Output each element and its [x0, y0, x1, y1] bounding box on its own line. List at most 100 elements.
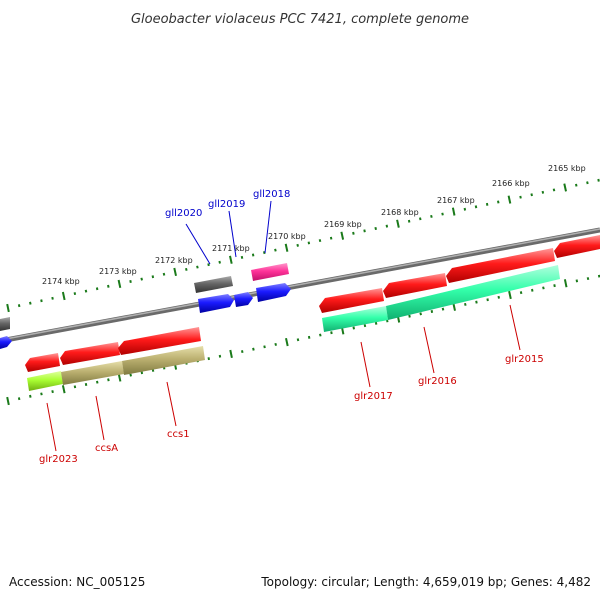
scale-ticks-upper: [6, 178, 600, 313]
scale-tick-minor: [40, 392, 43, 396]
scale-tick-major: [6, 303, 10, 313]
scale-tick-minor: [474, 205, 478, 209]
scale-tick-minor: [185, 267, 188, 271]
scale-label: 2173 kbp: [99, 267, 137, 276]
scale-tick-minor: [263, 345, 266, 349]
scale-tick-minor: [307, 241, 311, 245]
gene-feature-pink[interactable]: [251, 263, 289, 281]
scale-tick-minor: [485, 202, 489, 206]
scale-tick-minor: [553, 284, 556, 288]
gene-label-glr2023[interactable]: glr2023: [39, 454, 78, 465]
gene-feature-lime[interactable]: [27, 371, 63, 391]
gene-feature-khaki[interactable]: [122, 346, 205, 375]
scale-tick-minor: [464, 302, 467, 306]
scale-tick-minor: [196, 265, 199, 269]
gene-feature-khaki[interactable]: [61, 361, 124, 385]
scale-tick-minor: [17, 304, 21, 308]
scale-tick-minor: [318, 239, 322, 243]
scale-tick-minor: [352, 231, 355, 235]
scale-tick-minor: [575, 279, 579, 283]
gene-feature-red[interactable]: [25, 353, 60, 372]
gene-feature-gray[interactable]: [0, 317, 10, 331]
scale-tick-major: [61, 385, 66, 394]
gene-label-gll2018[interactable]: gll2018: [253, 189, 290, 200]
scale-tick-minor: [542, 286, 545, 290]
gene-feature-green[interactable]: [322, 306, 388, 332]
scale-tick-major: [61, 291, 66, 301]
label-leader-line: [166, 381, 177, 427]
gene-feature-red[interactable]: [554, 235, 600, 258]
scale-tick-major: [507, 195, 512, 204]
scale-tick-minor: [241, 350, 244, 353]
topology-label: Topology: circular; Length: 4,659,019 bp…: [260, 575, 591, 589]
gene-label-glr2016[interactable]: glr2016: [418, 376, 457, 387]
gene-label-gll2019[interactable]: gll2019: [208, 199, 245, 210]
scale-tick-minor: [129, 373, 132, 377]
scale-tick-major: [229, 349, 233, 359]
scale-ticks-lower: [6, 274, 600, 406]
scale-label: 2169 kbp: [324, 220, 362, 229]
scale-label: 2172 kbp: [155, 256, 193, 265]
scale-tick-minor: [329, 236, 333, 240]
scale-tick-major: [6, 396, 10, 406]
scale-tick-minor: [531, 288, 534, 292]
scale-tick-minor: [107, 378, 110, 382]
scale-tick-minor: [51, 390, 54, 394]
scale-tick-minor: [84, 383, 88, 386]
scale-tick-minor: [519, 291, 523, 295]
gene-feature-red[interactable]: [383, 273, 447, 298]
scale-tick-minor: [374, 321, 378, 325]
gene-feature-green[interactable]: [386, 265, 560, 320]
scale-tick-minor: [530, 193, 533, 197]
gene-feature-blue[interactable]: [234, 292, 253, 307]
gene-feature-red[interactable]: [60, 342, 120, 365]
scale-tick-minor: [151, 275, 155, 279]
scale-tick-minor: [441, 307, 445, 311]
gene-feature-gray[interactable]: [194, 276, 233, 293]
gene-label-glr2017[interactable]: glr2017: [354, 391, 393, 402]
scale-tick-minor: [363, 229, 366, 233]
scale-tick-major: [117, 279, 122, 289]
scale-tick-minor: [73, 292, 77, 295]
scale-tick-minor: [330, 331, 333, 335]
scale-tick-minor: [586, 277, 590, 281]
scale-tick-minor: [207, 357, 210, 361]
gene-feature-red[interactable]: [319, 288, 384, 313]
scale-tick-minor: [218, 260, 221, 264]
gene-label-gll2020[interactable]: gll2020: [165, 208, 202, 219]
gene-feature-red[interactable]: [118, 327, 201, 355]
scale-tick-minor: [29, 394, 32, 398]
scale-tick-major: [284, 243, 289, 252]
gene-label-ccsA[interactable]: ccsA: [95, 443, 118, 454]
scale-label: 2165 kbp: [548, 164, 586, 173]
scale-tick-minor: [497, 295, 500, 299]
scale-tick-minor: [597, 178, 600, 182]
scale-tick-minor: [385, 224, 389, 228]
gene-feature-blue[interactable]: [198, 294, 234, 313]
gene-label-glr2015[interactable]: glr2015: [505, 354, 544, 365]
scale-tick-minor: [162, 272, 166, 276]
scale-tick-major: [563, 183, 567, 192]
scale-tick-major: [340, 231, 345, 240]
scale-tick-minor: [51, 296, 54, 300]
gene-feature-blue[interactable]: [256, 283, 291, 302]
scale-tick-minor: [251, 253, 255, 257]
label-leader-line: [509, 304, 521, 351]
gene-feature-blue[interactable]: [0, 336, 12, 349]
scale-tick-minor: [519, 195, 522, 199]
scale-tick-minor: [430, 214, 433, 218]
scale-tick-minor: [140, 277, 143, 281]
scale-tick-minor: [419, 217, 422, 221]
scale-tick-minor: [263, 251, 266, 255]
genome-backbone-highlight: [0, 228, 600, 341]
accession-label: Accession: NC_005125: [9, 575, 145, 589]
reverse-strand-features: [25, 235, 600, 391]
map-title: Gloeobacter violaceus PCC 7421, complete…: [131, 12, 469, 27]
gene-label-ccs1[interactable]: ccs1: [167, 429, 190, 440]
scale-tick-minor: [296, 338, 300, 342]
gene-feature-red[interactable]: [446, 248, 555, 283]
scale-tick-minor: [218, 354, 222, 358]
scale-tick-minor: [408, 314, 411, 318]
scale-tick-minor: [274, 342, 277, 346]
